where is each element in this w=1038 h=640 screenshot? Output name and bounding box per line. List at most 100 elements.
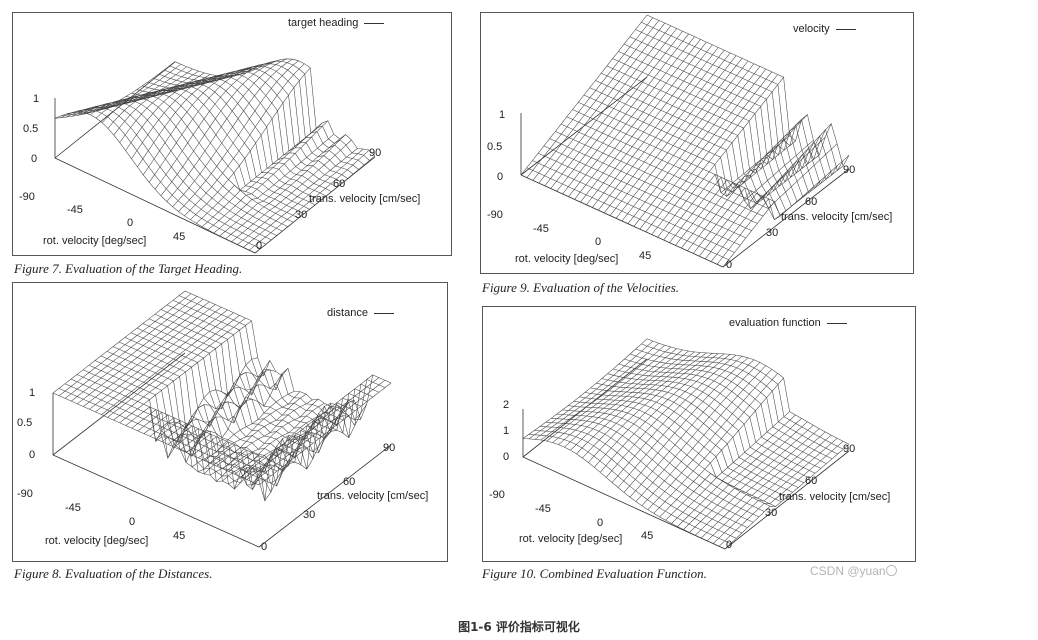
z-tick-label: 0.5	[487, 141, 503, 153]
mesh-line	[556, 31, 683, 192]
mesh-line	[611, 354, 737, 483]
mesh-line	[186, 398, 319, 483]
mesh-line	[623, 43, 827, 185]
mesh-line	[609, 55, 737, 216]
mesh-line	[172, 300, 380, 427]
surface-mesh	[54, 58, 376, 254]
mesh-line	[52, 290, 186, 394]
trans-velocity-axis-label: trans. velocity [cm/sec]	[309, 193, 421, 205]
mesh-line	[538, 22, 666, 184]
legend-velocity: velocity	[793, 23, 856, 35]
mesh-line	[83, 304, 216, 407]
z-tick-label: 0.5	[23, 123, 39, 135]
mesh-line	[95, 309, 228, 413]
mesh-line	[225, 134, 346, 240]
mesh-line	[592, 47, 719, 208]
rot-velocity-axis-label: rot. velocity [deg/sec]	[515, 253, 619, 265]
surface-plot-distance	[52, 290, 392, 548]
rot-tick-label: -45	[65, 502, 81, 514]
mesh-line	[172, 58, 293, 207]
mesh-line	[71, 298, 204, 402]
mesh-line	[107, 315, 240, 418]
rot-tick-label: -45	[533, 223, 549, 235]
mesh-line	[114, 85, 316, 206]
mesh-line	[82, 99, 283, 232]
mesh-line	[246, 377, 380, 480]
mesh-line	[659, 377, 784, 518]
z-tick-label: 0	[503, 451, 510, 463]
mesh-line	[534, 342, 660, 440]
mesh-line	[605, 354, 731, 478]
trans-tick-label: 90	[843, 164, 856, 176]
mesh-line	[243, 148, 364, 248]
mesh-line	[586, 44, 713, 205]
mesh-line	[564, 350, 689, 448]
figure-title: 图1-6 评价指标可视化	[458, 620, 580, 634]
mesh-line	[710, 143, 838, 262]
rot-tick-label: 45	[641, 530, 654, 542]
mesh-line	[568, 36, 695, 197]
mesh-line	[584, 392, 788, 498]
mesh-line	[689, 424, 814, 533]
mesh-line	[228, 415, 361, 487]
rot-tick-label: -90	[19, 191, 35, 203]
mesh-line	[106, 351, 314, 473]
axes-frame	[54, 61, 376, 254]
mesh-line	[142, 65, 264, 175]
mesh-line	[160, 309, 368, 434]
mesh-line	[704, 123, 832, 260]
trans-tick-label: 90	[369, 147, 382, 159]
mesh-line	[669, 140, 796, 243]
mesh-line	[595, 80, 798, 207]
mesh-line	[184, 63, 305, 216]
figure-caption-10: Figure 10. Combined Evaluation Function.	[482, 566, 707, 581]
mesh-line	[621, 60, 749, 222]
mesh-line	[588, 353, 713, 463]
z-tick-label: 0	[497, 171, 504, 183]
rot-velocity-axis-label: rot. velocity [deg/sec]	[519, 533, 623, 545]
mesh-line	[624, 358, 827, 464]
trans-tick-label: 60	[333, 178, 346, 190]
mesh-line	[633, 66, 761, 227]
mesh-line	[675, 119, 802, 246]
mesh-line	[570, 351, 695, 451]
mesh-line	[231, 139, 352, 242]
mesh-line	[528, 340, 654, 440]
figure-caption-9: Figure 9. Evaluation of the Velocities.	[482, 280, 680, 295]
mesh-line	[522, 338, 648, 439]
mesh-line	[252, 380, 386, 483]
mesh-line	[119, 320, 252, 424]
rot-velocity-axis-label: rot. velocity [deg/sec]	[43, 235, 147, 247]
surface-mesh	[520, 14, 850, 268]
mesh-line	[65, 107, 267, 245]
rot-tick-label: 0	[597, 517, 604, 529]
legend-label: evaluation function	[729, 317, 821, 329]
z-tick-label: 1	[503, 425, 510, 437]
mesh-line	[550, 28, 677, 189]
trans-tick-label: 0	[726, 539, 733, 551]
mesh-line	[545, 422, 748, 528]
mesh-line	[137, 360, 271, 459]
mesh-line	[120, 82, 321, 201]
mesh-line	[677, 418, 802, 527]
mesh-line	[180, 399, 313, 476]
mesh-line	[681, 114, 808, 249]
mesh-line	[154, 60, 276, 190]
base-axis-line	[52, 444, 392, 548]
base-axis-line	[52, 352, 186, 456]
mesh-line	[60, 109, 261, 249]
mesh-line	[617, 355, 743, 488]
z-tick-label: 2	[503, 399, 510, 411]
mesh-line	[641, 365, 766, 506]
mesh-line	[160, 59, 281, 196]
trans-velocity-axis-label: trans. velocity [cm/sec]	[317, 490, 429, 502]
mesh-line	[712, 438, 838, 544]
trans-tick-label: 60	[805, 196, 818, 208]
mesh-line	[612, 58, 815, 194]
mesh-line	[196, 128, 317, 224]
rot-tick-label: -90	[487, 209, 503, 221]
surface-plot-velocity	[520, 14, 850, 268]
trans-tick-label: 0	[261, 541, 268, 553]
mesh-line	[635, 29, 838, 176]
mesh-line	[192, 403, 325, 482]
